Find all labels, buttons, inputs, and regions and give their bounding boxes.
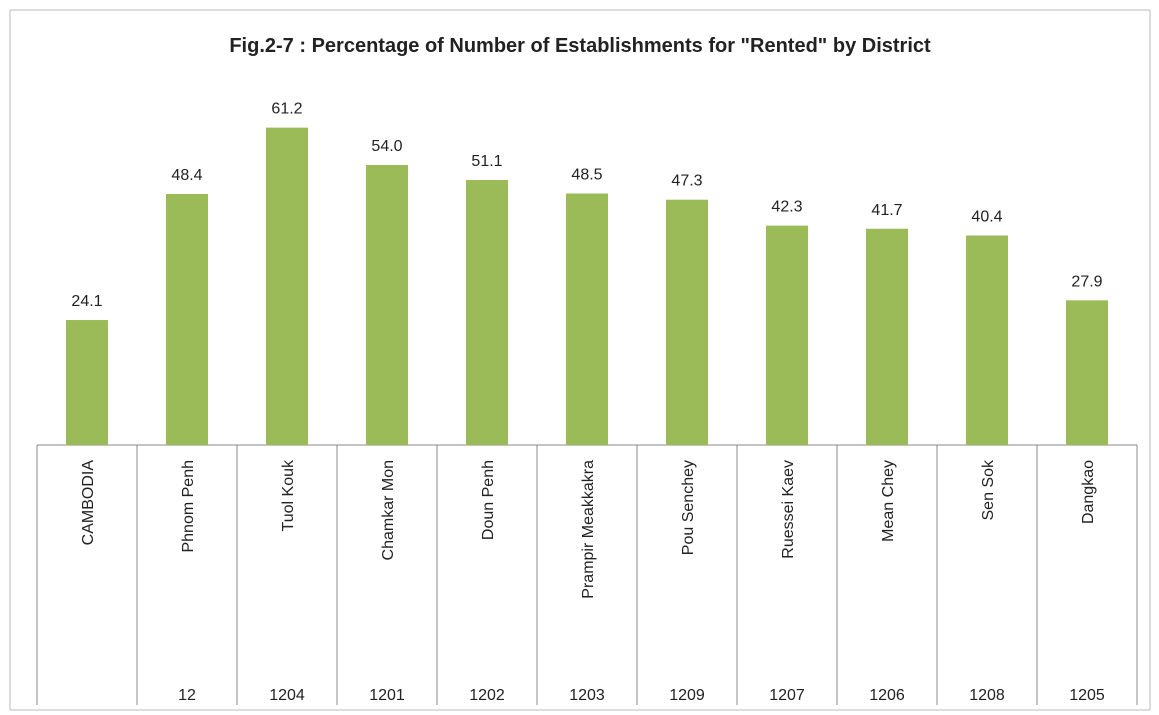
category-label: Pou Senchey [680, 460, 697, 555]
district-code: 1204 [269, 687, 305, 704]
bar [466, 180, 508, 445]
category-label: Phnom Penh [180, 460, 197, 553]
category-label: Chamkar Mon [380, 460, 397, 560]
district-code: 1208 [969, 687, 1005, 704]
district-code: 1209 [669, 687, 705, 704]
district-code: 1205 [1069, 687, 1105, 704]
category-label: Sen Sok [980, 459, 997, 520]
data-label: 54.0 [371, 138, 402, 155]
data-label: 42.3 [771, 199, 802, 216]
bar [266, 127, 308, 446]
district-code: 1207 [769, 687, 805, 704]
category-label: CAMBODIA [80, 460, 97, 546]
data-label: 24.1 [71, 293, 102, 310]
bar [1066, 300, 1108, 445]
bar [866, 228, 908, 445]
district-code: 1201 [369, 687, 405, 704]
bar [366, 164, 408, 445]
district-code: 12 [178, 687, 196, 704]
data-label: 40.4 [971, 208, 1002, 225]
category-label: Prampir Meakkakra [580, 460, 597, 599]
data-label: 27.9 [1071, 273, 1102, 290]
district-code: 1206 [869, 687, 905, 704]
category-label: Dangkao [1080, 460, 1097, 524]
bar [566, 193, 608, 445]
data-label: 51.1 [471, 153, 502, 170]
bar [766, 225, 808, 445]
district-code: 1203 [569, 687, 605, 704]
data-label: 41.7 [871, 202, 902, 219]
data-label: 48.4 [171, 167, 202, 184]
bar [166, 194, 208, 445]
category-label: Tuol Kouk [280, 459, 297, 531]
category-label: Doun Penh [480, 460, 497, 540]
category-label: Ruessei Kaev [780, 460, 797, 559]
bar [666, 199, 708, 445]
bar [66, 320, 108, 445]
chart-title: Fig.2-7 : Percentage of Number of Establ… [229, 35, 931, 57]
data-label: 61.2 [271, 101, 302, 118]
bar [966, 235, 1008, 445]
category-label: Mean Chey [880, 460, 897, 542]
data-label: 47.3 [671, 173, 702, 190]
district-code: 1202 [469, 687, 505, 704]
data-label: 48.5 [571, 166, 602, 183]
